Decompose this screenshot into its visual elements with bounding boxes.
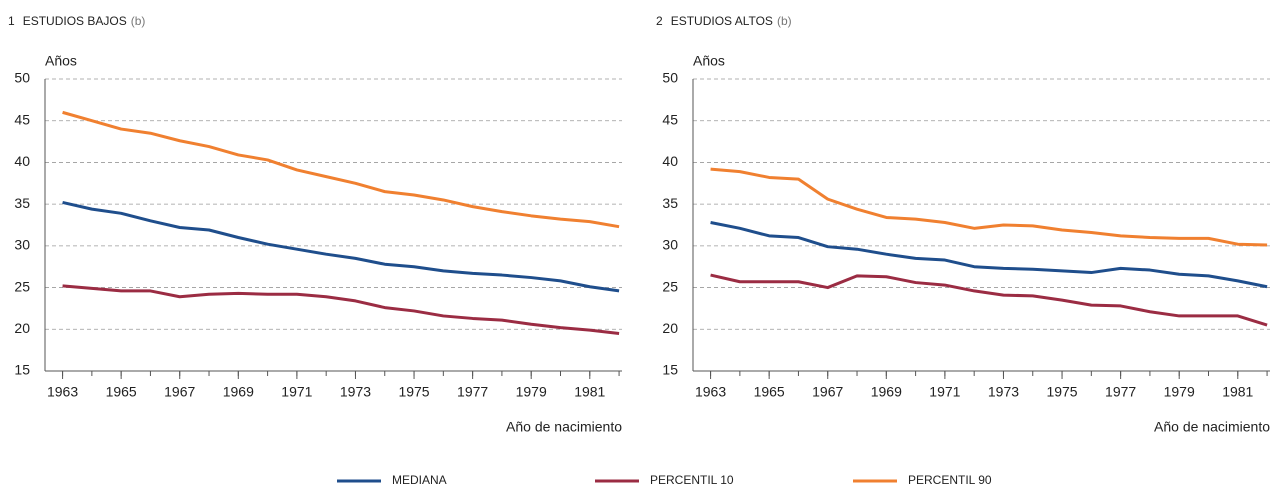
y-tick-label: 50 bbox=[662, 70, 678, 86]
y-tick-label: 35 bbox=[662, 195, 678, 211]
y-tick-label: 15 bbox=[662, 362, 678, 378]
legend-label: MEDIANA bbox=[392, 473, 447, 487]
line-series bbox=[710, 221, 1268, 289]
chart-title: 2 ESTUDIOS ALTOS (b) bbox=[656, 14, 792, 28]
x-tick-label: 1971 bbox=[281, 384, 312, 400]
x-tick-label: 1977 bbox=[1105, 384, 1136, 400]
y-tick-label: 40 bbox=[662, 153, 678, 169]
y-axis-label: Años bbox=[45, 53, 77, 69]
y-axis-label: Años bbox=[693, 53, 725, 69]
legend-label: PERCENTIL 90 bbox=[908, 473, 992, 487]
chart-title-note: (b) bbox=[777, 14, 792, 28]
chart-title: 1 ESTUDIOS BAJOS (b) bbox=[8, 14, 145, 28]
y-tick-label: 30 bbox=[662, 237, 678, 253]
x-tick-label: 1981 bbox=[1222, 384, 1253, 400]
chart-number: 2 bbox=[656, 14, 663, 28]
chart-title-text: ESTUDIOS BAJOS bbox=[23, 14, 127, 28]
y-tick-label: 15 bbox=[14, 362, 30, 378]
x-axis-label: Año de nacimiento bbox=[1154, 419, 1270, 435]
y-tick-label: 30 bbox=[14, 237, 30, 253]
x-tick-label: 1963 bbox=[695, 384, 726, 400]
x-tick-label: 1975 bbox=[398, 384, 429, 400]
x-axis-label: Año de nacimiento bbox=[506, 419, 622, 435]
y-tick-label: 40 bbox=[14, 153, 30, 169]
x-tick-label: 1967 bbox=[164, 384, 195, 400]
x-tick-label: 1967 bbox=[812, 384, 843, 400]
x-tick-label: 1981 bbox=[574, 384, 605, 400]
y-tick-label: 25 bbox=[14, 278, 30, 294]
line-series bbox=[62, 201, 620, 293]
y-tick-label: 25 bbox=[662, 278, 678, 294]
x-tick-label: 1979 bbox=[1164, 384, 1195, 400]
x-tick-label: 1971 bbox=[929, 384, 960, 400]
x-tick-label: 1963 bbox=[47, 384, 78, 400]
y-tick-label: 35 bbox=[14, 195, 30, 211]
x-tick-label: 1975 bbox=[1046, 384, 1077, 400]
chart-title-text: ESTUDIOS ALTOS bbox=[671, 14, 773, 28]
y-tick-label: 45 bbox=[662, 111, 678, 127]
x-tick-label: 1965 bbox=[106, 384, 137, 400]
chart-title-note: (b) bbox=[131, 14, 146, 28]
y-tick-label: 20 bbox=[14, 320, 30, 336]
x-tick-label: 1965 bbox=[754, 384, 785, 400]
legend-label: PERCENTIL 10 bbox=[650, 473, 734, 487]
y-tick-label: 45 bbox=[14, 111, 30, 127]
x-tick-label: 1979 bbox=[516, 384, 547, 400]
line-series bbox=[710, 273, 1268, 327]
line-series bbox=[710, 167, 1268, 247]
line-series bbox=[62, 284, 620, 335]
chart-number: 1 bbox=[8, 14, 15, 28]
x-tick-label: 1969 bbox=[871, 384, 902, 400]
x-tick-label: 1973 bbox=[988, 384, 1019, 400]
line-series bbox=[62, 110, 620, 229]
y-tick-label: 20 bbox=[662, 320, 678, 336]
y-tick-label: 50 bbox=[14, 70, 30, 86]
x-tick-label: 1973 bbox=[340, 384, 371, 400]
x-tick-label: 1977 bbox=[457, 384, 488, 400]
x-tick-label: 1969 bbox=[223, 384, 254, 400]
